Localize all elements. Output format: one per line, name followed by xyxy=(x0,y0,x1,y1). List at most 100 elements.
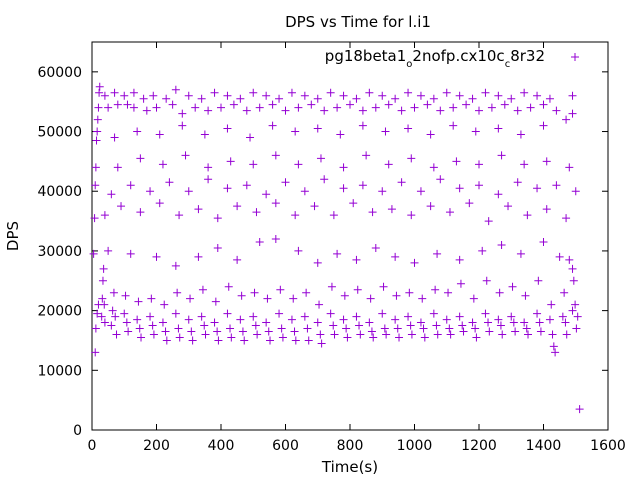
data-point xyxy=(327,282,336,291)
data-point xyxy=(255,103,264,112)
data-point xyxy=(240,336,249,345)
data-point xyxy=(93,309,102,318)
data-point xyxy=(500,100,509,109)
data-point xyxy=(382,330,391,339)
data-point xyxy=(262,91,271,100)
data-point xyxy=(404,312,413,321)
data-point xyxy=(238,327,247,336)
data-point xyxy=(571,187,580,196)
data-point xyxy=(168,100,177,109)
data-point xyxy=(93,127,102,136)
data-point xyxy=(497,240,506,249)
legend-label-part-1: pg18beta1 xyxy=(325,47,407,65)
data-point xyxy=(91,181,100,190)
data-point xyxy=(405,288,414,297)
data-point xyxy=(111,312,120,321)
data-point xyxy=(100,318,109,327)
data-point xyxy=(384,100,393,109)
data-point xyxy=(171,85,180,94)
data-point xyxy=(211,297,220,306)
data-point xyxy=(572,324,581,333)
data-point xyxy=(436,175,445,184)
data-point xyxy=(393,324,402,333)
data-point xyxy=(392,291,401,300)
y-tick-label: 10000 xyxy=(37,363,82,379)
data-point xyxy=(152,252,161,261)
data-point xyxy=(271,151,280,160)
data-point xyxy=(407,154,416,163)
data-point xyxy=(174,324,183,333)
data-point xyxy=(526,103,535,112)
data-point xyxy=(210,318,219,327)
data-point xyxy=(371,243,380,252)
data-point xyxy=(137,333,146,342)
data-point xyxy=(449,121,458,130)
data-point xyxy=(397,178,406,187)
x-tick-label: 600 xyxy=(272,438,299,454)
data-point xyxy=(524,330,533,339)
data-point xyxy=(487,103,496,112)
data-point xyxy=(161,327,170,336)
data-point xyxy=(300,312,309,321)
data-point xyxy=(184,315,193,324)
data-point xyxy=(162,94,171,103)
data-point xyxy=(136,154,145,163)
data-point xyxy=(343,333,352,342)
data-point xyxy=(339,91,348,100)
data-point xyxy=(429,163,438,172)
data-point xyxy=(139,94,148,103)
data-point xyxy=(494,315,503,324)
data-point xyxy=(175,333,184,342)
data-point xyxy=(242,181,251,190)
x-tick-label: 1000 xyxy=(397,438,433,454)
data-point xyxy=(95,88,104,97)
data-point xyxy=(316,154,325,163)
data-point xyxy=(509,318,518,327)
data-point xyxy=(249,88,258,97)
x-tick-label: 400 xyxy=(208,438,235,454)
data-point xyxy=(395,333,404,342)
data-point xyxy=(271,199,280,208)
data-point xyxy=(201,330,210,339)
data-point xyxy=(446,330,455,339)
data-point xyxy=(310,202,319,211)
data-point xyxy=(146,312,155,321)
data-point xyxy=(242,106,251,115)
data-point xyxy=(236,315,245,324)
data-point xyxy=(484,318,493,327)
data-point xyxy=(475,106,483,115)
data-point xyxy=(455,184,464,193)
data-point xyxy=(148,321,157,330)
data-point xyxy=(329,211,338,220)
data-point xyxy=(287,88,296,97)
data-point xyxy=(573,312,582,321)
data-point xyxy=(568,109,577,118)
data-point xyxy=(129,88,138,97)
data-point xyxy=(458,321,467,330)
data-point xyxy=(204,106,213,115)
data-point xyxy=(391,315,400,324)
data-point xyxy=(462,100,471,109)
data-point xyxy=(233,255,242,264)
data-point xyxy=(551,348,560,357)
data-point xyxy=(349,199,358,208)
data-point xyxy=(134,297,143,306)
data-point xyxy=(565,163,574,172)
data-point xyxy=(521,291,530,300)
legend-marker xyxy=(571,53,579,61)
data-point xyxy=(291,127,300,136)
data-point xyxy=(227,333,236,342)
data-point xyxy=(494,91,503,100)
data-point xyxy=(181,151,190,160)
data-point xyxy=(358,106,367,115)
data-point xyxy=(416,91,425,100)
data-point xyxy=(287,315,296,324)
data-point xyxy=(200,321,209,330)
data-point xyxy=(407,330,416,339)
data-point xyxy=(445,208,454,217)
data-point xyxy=(333,103,342,112)
data-point xyxy=(568,306,577,315)
data-point xyxy=(300,91,309,100)
data-point xyxy=(352,94,361,103)
data-point xyxy=(315,300,324,309)
